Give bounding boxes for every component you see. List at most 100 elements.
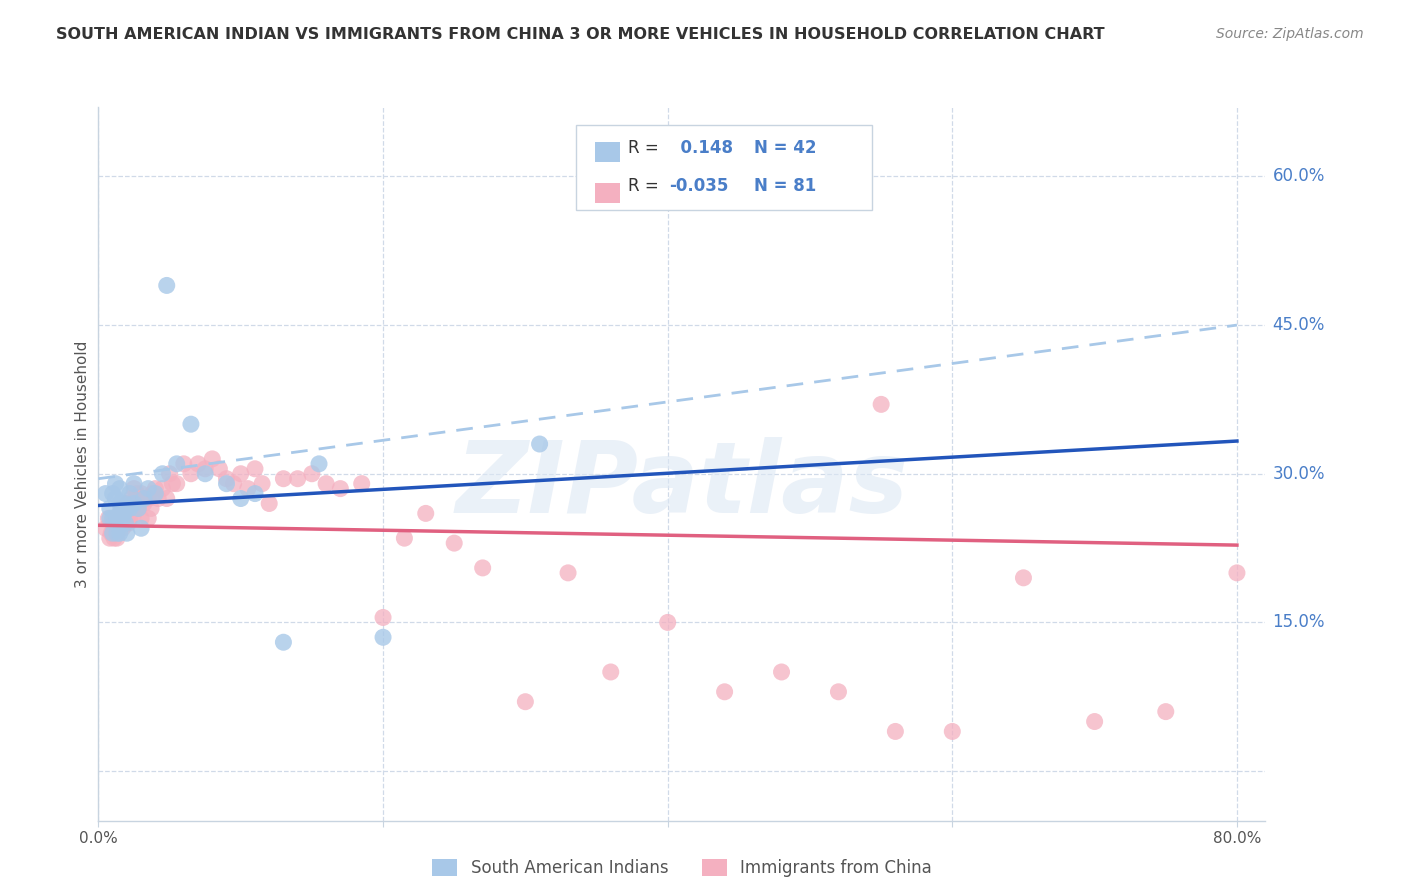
Point	[187, 457, 209, 471]
Point	[301, 467, 323, 481]
Point	[222, 476, 245, 491]
Point	[713, 685, 735, 699]
Point	[273, 472, 295, 486]
Point	[180, 417, 202, 432]
Point	[101, 526, 124, 541]
Point	[1084, 714, 1107, 729]
Point	[107, 516, 129, 531]
Point	[108, 496, 131, 510]
Point	[415, 507, 437, 521]
Point	[657, 615, 679, 630]
Point	[103, 531, 125, 545]
Text: ZIPatlas: ZIPatlas	[456, 437, 908, 533]
Point	[152, 467, 174, 481]
Point	[127, 501, 149, 516]
Point	[112, 507, 135, 521]
Point	[118, 501, 141, 516]
Point	[105, 511, 128, 525]
Point	[215, 476, 238, 491]
Point	[98, 511, 121, 525]
Point	[129, 511, 152, 525]
Point	[129, 486, 152, 500]
Point	[125, 486, 148, 500]
Point	[159, 467, 181, 481]
Point	[250, 476, 273, 491]
Point	[236, 482, 259, 496]
Point	[770, 665, 793, 679]
Point	[94, 486, 117, 500]
Text: 30.0%: 30.0%	[1272, 465, 1324, 483]
Point	[122, 482, 145, 496]
Point	[98, 531, 121, 545]
Point	[1012, 571, 1035, 585]
Point	[132, 491, 155, 506]
Legend: South American Indians, Immigrants from China: South American Indians, Immigrants from …	[426, 852, 938, 884]
Point	[115, 496, 138, 510]
Point	[201, 451, 224, 466]
Point	[105, 531, 128, 545]
Point	[101, 511, 124, 525]
Point	[870, 397, 893, 411]
Point	[108, 521, 131, 535]
Point	[143, 486, 166, 500]
Point	[529, 437, 551, 451]
Text: -0.035: -0.035	[669, 178, 728, 195]
Point	[166, 476, 188, 491]
Point	[141, 486, 163, 500]
Point	[94, 521, 117, 535]
Point	[156, 278, 179, 293]
Point	[117, 516, 139, 531]
Point	[101, 486, 124, 500]
Point	[308, 457, 330, 471]
Point	[118, 496, 141, 510]
Point	[229, 491, 252, 506]
Point	[108, 482, 131, 496]
Point	[173, 457, 195, 471]
Text: N = 81: N = 81	[754, 178, 815, 195]
Point	[287, 472, 309, 486]
Point	[1226, 566, 1249, 580]
Text: 45.0%: 45.0%	[1272, 316, 1324, 334]
Point	[108, 526, 131, 541]
Point	[105, 526, 128, 541]
Point	[110, 507, 132, 521]
Point	[112, 496, 135, 510]
Point	[114, 516, 136, 531]
Text: 60.0%: 60.0%	[1272, 168, 1324, 186]
Point	[208, 462, 231, 476]
Point	[98, 501, 121, 516]
Point	[124, 496, 146, 510]
Point	[118, 486, 141, 500]
Point	[273, 635, 295, 649]
Point	[166, 457, 188, 471]
Point	[143, 482, 166, 496]
Point	[148, 491, 170, 506]
Point	[229, 467, 252, 481]
Point	[350, 476, 373, 491]
Point	[215, 472, 238, 486]
Point	[194, 462, 217, 476]
Point	[599, 665, 621, 679]
Text: N = 42: N = 42	[754, 139, 815, 157]
Point	[162, 476, 184, 491]
Point	[100, 526, 122, 541]
Point	[115, 501, 138, 516]
Point	[101, 526, 124, 541]
Point	[104, 526, 127, 541]
Text: SOUTH AMERICAN INDIAN VS IMMIGRANTS FROM CHINA 3 OR MORE VEHICLES IN HOUSEHOLD C: SOUTH AMERICAN INDIAN VS IMMIGRANTS FROM…	[56, 27, 1105, 42]
Point	[115, 526, 138, 541]
Point	[104, 511, 127, 525]
Point	[114, 516, 136, 531]
Point	[111, 521, 134, 535]
Point	[134, 491, 156, 506]
Point	[108, 507, 131, 521]
Point	[97, 511, 120, 525]
Point	[104, 476, 127, 491]
Point	[139, 501, 162, 516]
Point	[329, 482, 352, 496]
Point	[315, 476, 337, 491]
Point	[122, 507, 145, 521]
Point	[243, 462, 266, 476]
Point	[884, 724, 907, 739]
Text: 15.0%: 15.0%	[1272, 614, 1324, 632]
